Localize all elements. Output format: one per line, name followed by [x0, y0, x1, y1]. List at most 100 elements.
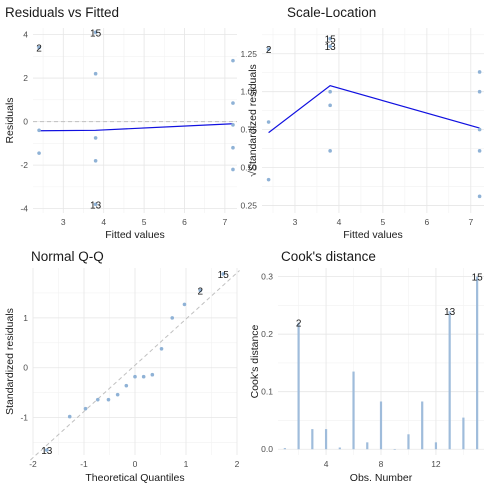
data-point [231, 123, 235, 127]
cooks-bar [311, 429, 314, 450]
data-point [67, 414, 72, 419]
data-point [170, 316, 175, 320]
x-axis-label: Fitted values [343, 229, 403, 241]
data-point [37, 45, 41, 50]
x-axis-label: Obs. Number [350, 472, 413, 484]
cooks-bar [434, 442, 438, 450]
y-axis-label: Standardized residuals [4, 308, 16, 415]
bar-label: 13 [444, 307, 456, 318]
data-point [83, 406, 88, 411]
data-point [150, 372, 155, 377]
chart-title: Cook's distance [281, 249, 376, 264]
data-point [231, 58, 235, 63]
cooks-bar [283, 448, 286, 450]
cooks-bar [393, 449, 396, 450]
data-point [93, 202, 98, 207]
data-point [231, 145, 235, 150]
x-tick-label: 6 [182, 217, 187, 227]
y-tick-label: 4 [23, 30, 28, 40]
data-point [37, 151, 41, 155]
data-point [328, 44, 332, 48]
x-tick-label: 5 [142, 217, 147, 227]
y-tick-label: 0.0 [261, 444, 273, 454]
y-tick-label: 0.1 [261, 387, 273, 397]
y-tick-label: 0 [23, 117, 28, 127]
cooks-bar [448, 311, 451, 450]
x-tick-label: 8 [379, 459, 384, 469]
cooks-bar [379, 401, 383, 450]
data-point [266, 177, 271, 182]
cooks-bar [476, 276, 479, 450]
x-tick-label: -2 [29, 459, 37, 469]
x-tick-label: 6 [424, 217, 429, 227]
y-tick-label: 1.25 [240, 49, 257, 59]
y-tick-label: -4 [20, 204, 28, 214]
y-axis-label: √Standardized residuals [247, 64, 259, 177]
x-tick-label: 7 [468, 217, 473, 227]
x-axis-label: Theoretical Quantiles [85, 472, 184, 484]
data-point [231, 101, 235, 105]
data-point [182, 302, 187, 307]
data-point [328, 103, 332, 108]
x-tick-label: 5 [381, 217, 386, 227]
x-tick-label: 3 [61, 217, 66, 227]
y-tick-label: 0.50 [240, 163, 257, 173]
data-point [477, 89, 482, 94]
point-label: 13 [41, 446, 53, 457]
y-tick-label: 0.3 [261, 272, 273, 282]
y-axis-label: Residuals [4, 97, 16, 143]
chart-title: Scale-Location [287, 5, 376, 20]
cooks-bar [421, 401, 424, 450]
point-label: 13 [90, 200, 102, 211]
data-point [115, 392, 120, 397]
data-point [477, 127, 482, 132]
data-point [328, 36, 332, 41]
x-tick-label: 4 [101, 217, 106, 227]
data-point [124, 383, 129, 388]
panel-cook: 4 8 12 0.0 0.1 0.2 0.3 Cook's distance Obs. Numb… [249, 249, 484, 484]
grid-sl [262, 28, 484, 213]
x-tick-label: 12 [431, 459, 441, 469]
data-point [266, 120, 271, 124]
data-point [266, 47, 271, 52]
smooth-line [39, 123, 233, 132]
data-point [37, 128, 41, 133]
y-tick-label: 1 [23, 313, 28, 323]
data-point [93, 158, 98, 163]
data-point [231, 167, 235, 172]
smooth-line [268, 84, 480, 134]
data-point [328, 149, 332, 153]
data-point [477, 70, 482, 74]
y-tick-label: -1 [20, 413, 28, 423]
point-label: 15 [218, 270, 230, 281]
panel-sl: 3 4 5 6 7 0.25 0.50 0.75 1.00 1.25 Scale-Location F… [240, 5, 484, 241]
data-point [93, 71, 98, 76]
qq-reference-line [30, 270, 240, 461]
grid-rvf [33, 28, 237, 213]
data-point [477, 194, 482, 199]
x-tick-label: 2 [235, 459, 240, 469]
chart-title: Residuals vs Fitted [5, 5, 119, 20]
y-tick-label: 1.00 [240, 87, 257, 97]
x-tick-label: 1 [184, 459, 189, 469]
panel-qq: -2 -1 0 1 2 -1 0 1 Normal Q-Q Theoretical Quantil… [4, 249, 240, 484]
point-label: 2 [36, 44, 42, 55]
x-tick-label: -1 [80, 459, 88, 469]
point-label: 15 [90, 28, 102, 39]
point-label: 2 [266, 45, 272, 56]
y-tick-label: 0.2 [261, 329, 273, 339]
x-tick-label: 0 [133, 459, 138, 469]
x-tick-label: 4 [337, 217, 342, 227]
point-label: 2 [197, 286, 203, 297]
y-tick-label: 0 [23, 363, 28, 373]
grid-qq [32, 268, 238, 455]
point-label: 13 [325, 42, 337, 53]
x-axis-label: Fitted values [105, 229, 165, 241]
bar-label: 2 [296, 319, 302, 330]
data-point [141, 374, 146, 379]
data-point [159, 346, 164, 351]
data-point [328, 89, 332, 94]
